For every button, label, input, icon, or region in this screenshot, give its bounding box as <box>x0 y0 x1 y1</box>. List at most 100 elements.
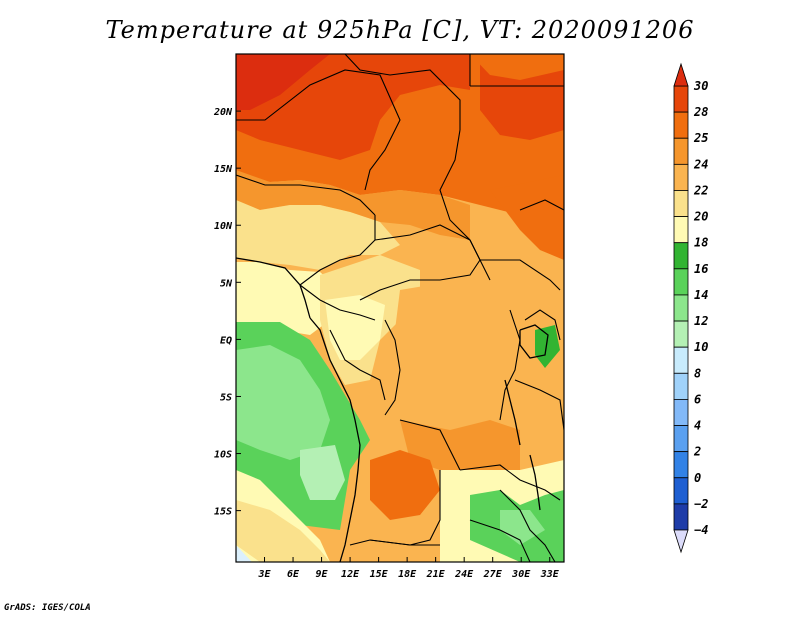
field-sw-corner-cold <box>236 545 252 562</box>
border-drc-east <box>499 309 521 421</box>
colorbar-label: 24 <box>693 157 708 171</box>
lon-tick-label: 15E <box>370 569 389 580</box>
border-ethiopia <box>519 199 564 211</box>
colorbar-segment <box>673 163 689 191</box>
border-niger-nigeria <box>236 69 401 191</box>
border-gabon-congo <box>329 329 386 401</box>
field-atlantic-10-12 <box>300 445 345 500</box>
field-sahel-24-25 <box>236 170 470 240</box>
field-congo-22-24 <box>395 280 520 430</box>
coast-lake-victoria <box>519 324 549 359</box>
colorbar-segment <box>673 372 689 400</box>
colorbar-segment <box>673 268 689 296</box>
colorbar-segment <box>673 399 689 426</box>
border-zambia-east <box>459 464 561 501</box>
grads-credit: GrADS: IGES/COLA <box>4 603 91 613</box>
lon-tick-label: 12E <box>341 569 360 580</box>
colorbar-segment <box>673 216 689 244</box>
colorbar-label: 12 <box>694 314 708 328</box>
lat-tick-label: 15N <box>214 164 233 175</box>
lon-tick-label: 9E <box>316 569 329 580</box>
field-lake-16-18 <box>535 325 560 368</box>
lon-tick-label: 30E <box>511 569 531 580</box>
lon-tick-label: 6E <box>287 569 300 580</box>
lat-tick-label: 5N <box>220 278 233 289</box>
colorbar-label: 18 <box>694 236 708 250</box>
border-car <box>359 224 481 301</box>
colorbar-segment <box>673 503 689 531</box>
country-boundaries <box>236 54 564 562</box>
colorbar-label: 30 <box>693 79 708 93</box>
field-angola-hot <box>370 450 440 520</box>
colorbar-label: 14 <box>694 288 708 302</box>
border-drc-south <box>399 419 461 471</box>
border-uganda-kenya <box>524 309 561 341</box>
axis-ticks: 3E 6E 9E 12E 15E 18E 21E 24E 27E 30E 33E 20N 15N 10N 5… <box>213 107 560 580</box>
colorbar-under-triangle <box>673 529 689 554</box>
lon-tick-label: 33E <box>540 569 560 580</box>
colorbar-segment <box>673 242 689 270</box>
colorbar-segment <box>673 451 689 479</box>
border-nigeria-cameroon <box>299 215 376 286</box>
lat-tick-label: 15S <box>214 507 232 518</box>
map-title: Temperature at 925hPa [C], VT: 202009120… <box>105 16 695 44</box>
colorbar-label: 10 <box>694 340 708 354</box>
field-gulf-18-20 <box>236 262 340 335</box>
field-east-sudan-hot <box>490 175 564 260</box>
field-atlantic-12-14 <box>236 345 330 460</box>
colorbar-label: 2 <box>693 445 701 459</box>
colorbar-segment <box>673 85 689 113</box>
lon-tick-label: 18E <box>398 569 417 580</box>
colorbar-label: 20 <box>693 210 708 224</box>
lat-tick-label: 20N <box>213 107 233 118</box>
colorbar-over-triangle <box>673 62 689 87</box>
lat-tick-label: EQ <box>220 335 232 346</box>
coast-west-africa <box>236 257 311 319</box>
coast-gulf-guinea <box>309 317 361 562</box>
colorbar-segment <box>673 111 689 139</box>
colorbar-label: 4 <box>694 419 701 433</box>
lat-tick-label: 5S <box>220 392 232 403</box>
colorbar-segment <box>673 346 689 374</box>
border-cameroon-gabon <box>299 284 376 321</box>
border-angola-namibia <box>349 539 440 546</box>
lon-tick-label: 27E <box>483 569 503 580</box>
coast-lake-tanganyika <box>504 379 521 446</box>
border-zimbabwe <box>469 519 531 562</box>
border-tanzania <box>514 379 564 431</box>
border-mozambique <box>499 489 556 562</box>
lat-tick-label: 10S <box>214 450 232 461</box>
colorbar-segment <box>673 190 689 217</box>
colorbar-segment <box>673 425 689 453</box>
colorbar-label: 22 <box>693 183 708 197</box>
field-ne-28-30 <box>480 60 564 140</box>
coast-lake-malawi <box>529 454 541 511</box>
coastline <box>236 257 549 562</box>
colorbar-segment <box>673 477 689 505</box>
colorbar-label: −2 <box>694 497 708 511</box>
border-libya-chad <box>344 54 461 130</box>
colorbar-segment <box>673 320 689 348</box>
lat-tick-label: 10N <box>214 221 233 232</box>
border-nigeria-south <box>236 174 376 216</box>
colorbar-label: −4 <box>694 523 708 537</box>
field-west-20-22 <box>236 200 400 270</box>
field-central-18-20 <box>325 295 385 360</box>
field-nw-30plus <box>236 54 330 110</box>
field-sahara-ne-25 <box>470 54 564 80</box>
map-frame <box>235 53 565 563</box>
field-se-12-14 <box>500 510 545 545</box>
lon-tick-label: 24E <box>454 569 474 580</box>
colorbar-label: 25 <box>693 131 708 145</box>
colorbar-segment <box>673 294 689 322</box>
colorbar-label: 28 <box>693 105 708 119</box>
colorbar-label: 6 <box>694 392 701 406</box>
border-drc-west <box>384 319 401 416</box>
temperature-field <box>236 54 564 562</box>
field-atlantic-sw-20-22 <box>236 500 330 562</box>
lon-tick-label: 21E <box>426 569 446 580</box>
lon-tick-label: 3E <box>257 569 271 580</box>
